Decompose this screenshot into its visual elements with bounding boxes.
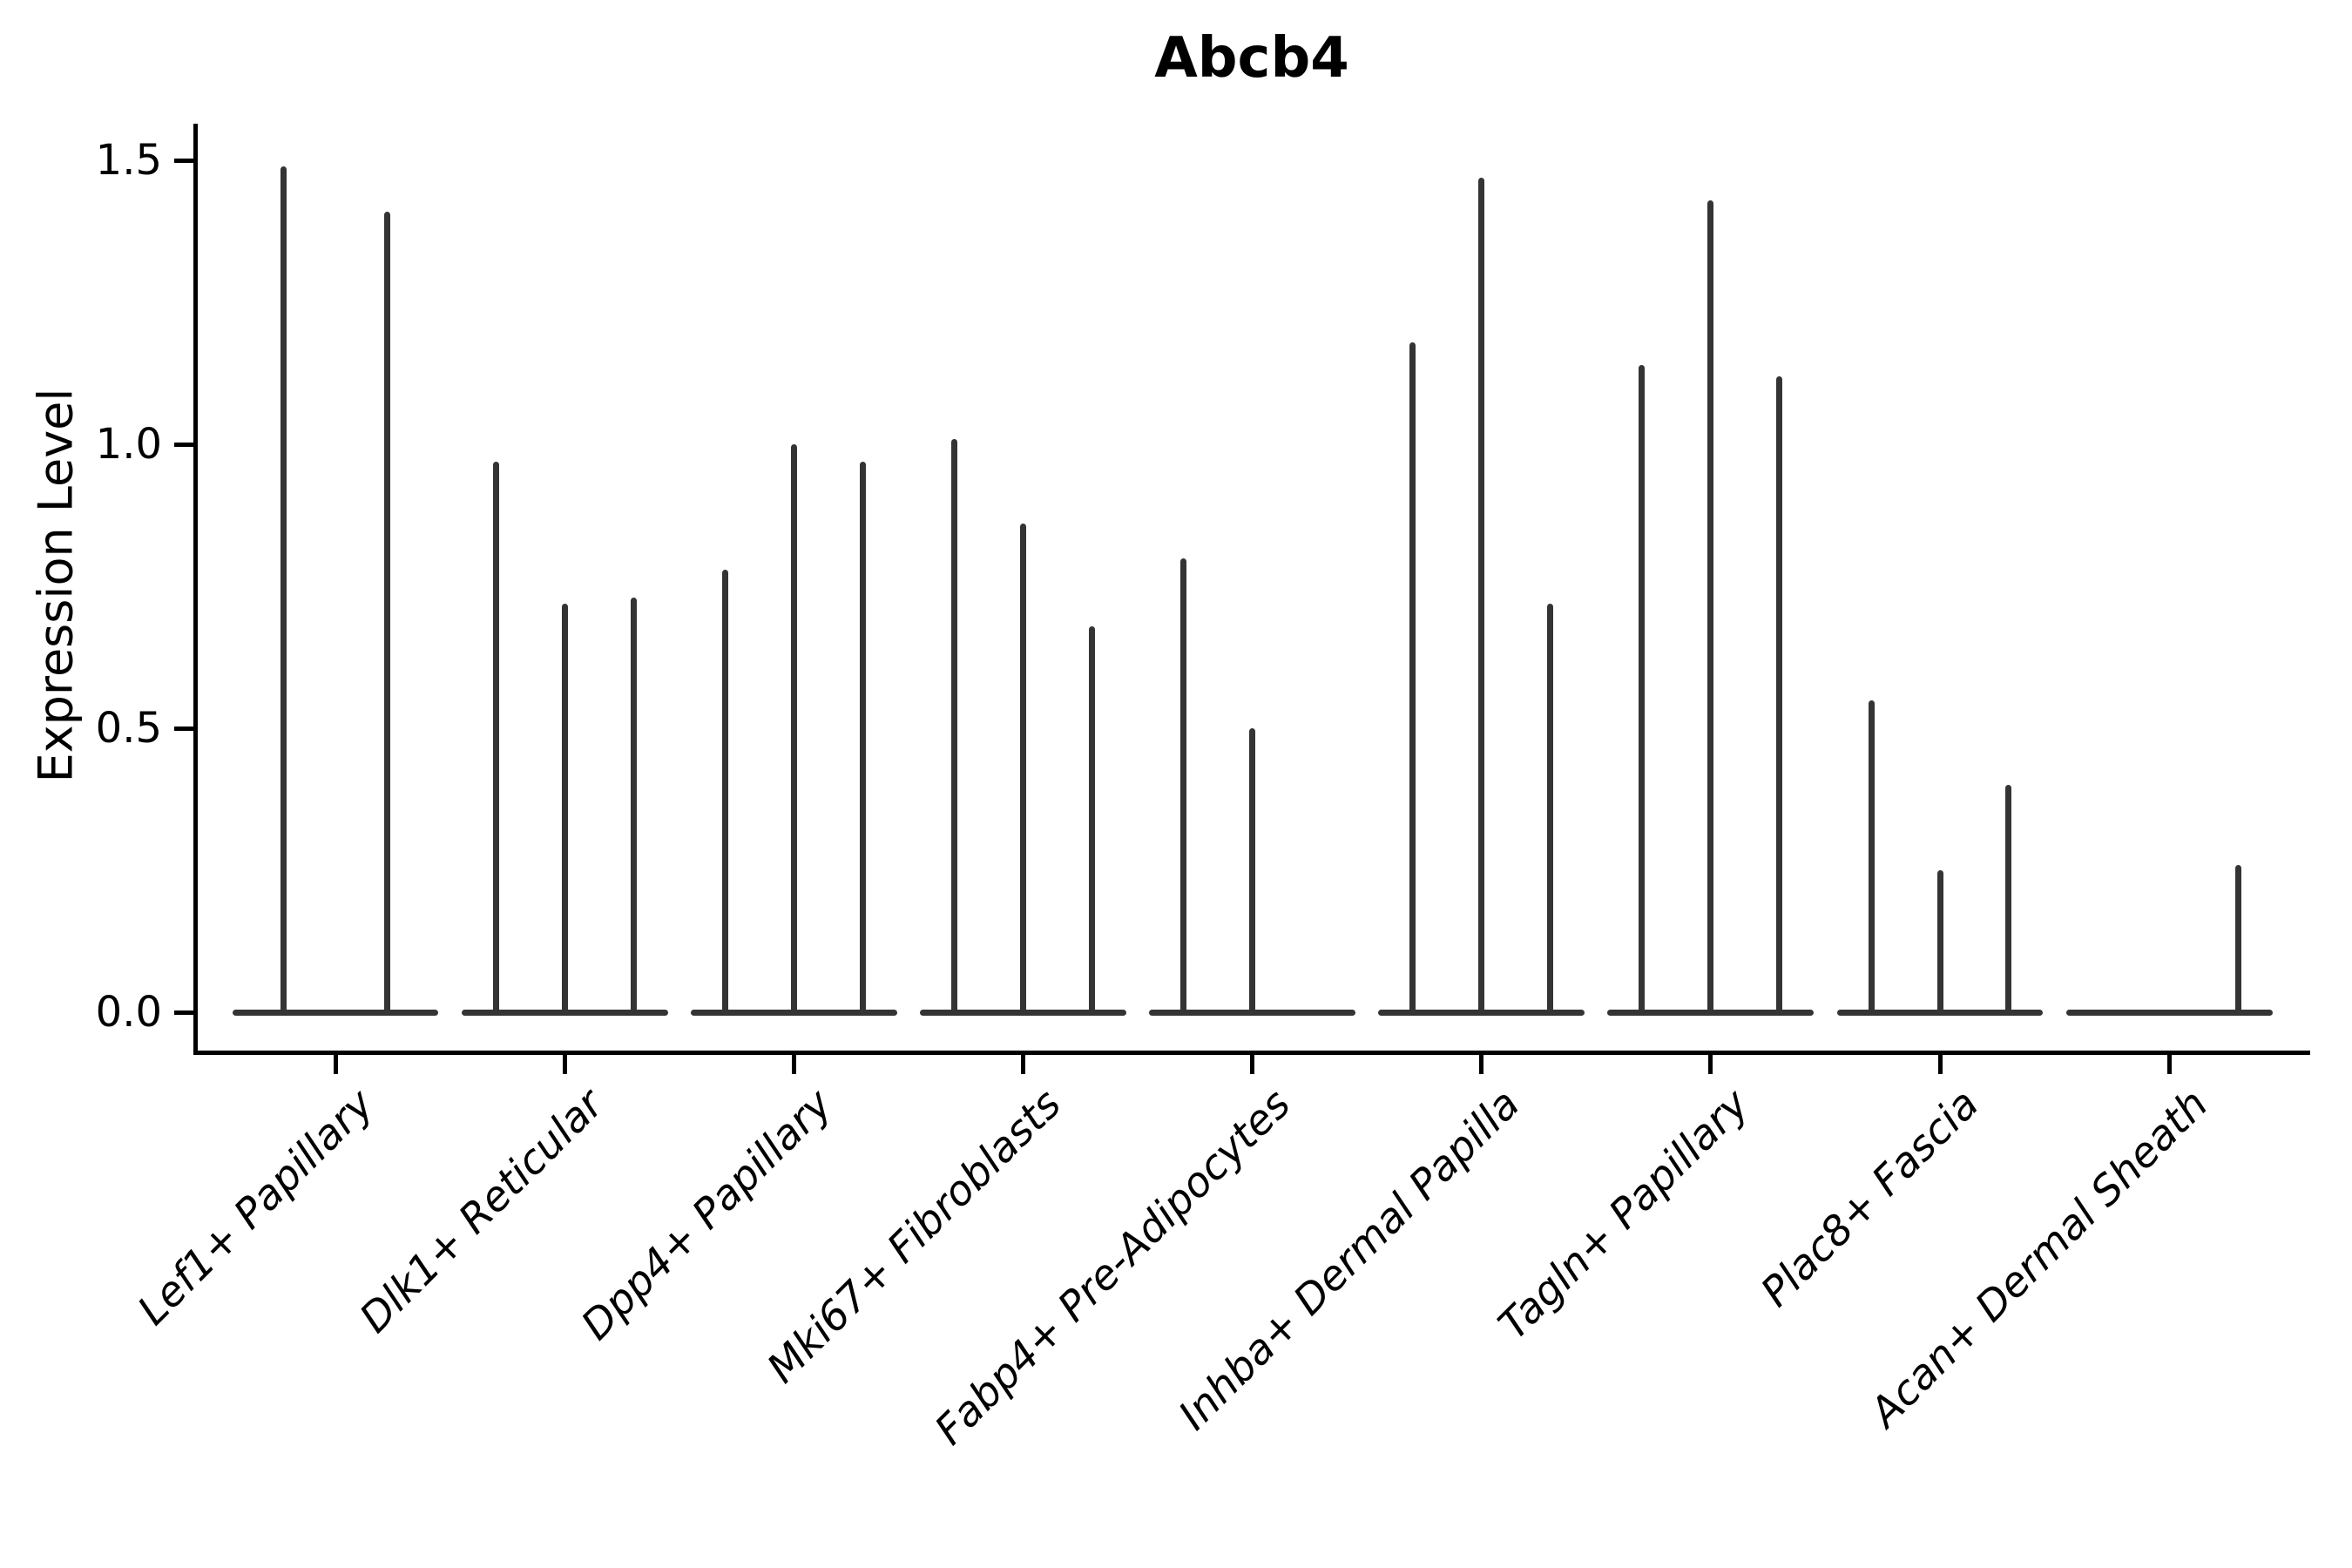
y-axis-spine <box>193 124 198 1055</box>
violin-spike <box>2234 864 2241 1016</box>
violin-spike <box>1019 524 1026 1016</box>
chart-title: Abcb4 <box>1154 26 1349 91</box>
x-tick-mark <box>791 1055 796 1074</box>
x-tick-mark <box>1250 1055 1255 1074</box>
x-tick-label: Dpp4+ Papillary <box>572 1080 842 1350</box>
violin-spike <box>1547 603 1554 1016</box>
x-tick-mark <box>1020 1055 1025 1074</box>
x-tick-mark <box>562 1055 567 1074</box>
y-tick-mark <box>174 726 193 731</box>
x-tick-label: Lef1+ Papillary <box>128 1080 383 1335</box>
violin-spike <box>630 598 637 1016</box>
violin-spike <box>1707 199 1714 1016</box>
violin-spike <box>1936 870 1943 1016</box>
x-tick-label: Tagln+ Papillary <box>1490 1080 1759 1349</box>
violin-spike <box>2005 785 2012 1016</box>
x-tick-mark <box>1708 1055 1713 1074</box>
x-tick-mark <box>333 1055 338 1074</box>
y-tick-mark <box>174 1010 193 1015</box>
violin-spike <box>1868 700 1875 1016</box>
violin-spike <box>1249 728 1256 1016</box>
violin-spike <box>951 438 957 1016</box>
violin-spike <box>1478 177 1485 1016</box>
violin-spike <box>1180 558 1187 1016</box>
violin-spike <box>1409 341 1416 1016</box>
x-axis-spine <box>193 1051 2310 1055</box>
violin-spike <box>1776 375 1783 1016</box>
violin-spike <box>721 569 728 1016</box>
x-tick-label: Plac8+ Fascia <box>1751 1080 1988 1317</box>
violin-spike <box>492 461 499 1016</box>
x-tick-mark <box>1479 1055 1484 1074</box>
y-tick-mark <box>174 442 193 447</box>
y-tick-label: 0.5 <box>95 704 162 754</box>
violin-spike <box>859 461 866 1016</box>
violin-spike <box>1088 625 1095 1016</box>
x-tick-mark <box>1937 1055 1943 1074</box>
x-tick-mark <box>2166 1055 2172 1074</box>
violin-spike <box>280 166 287 1016</box>
violin-spike <box>383 211 390 1016</box>
violin-spike <box>1639 364 1646 1016</box>
y-tick-label: 1.0 <box>95 420 162 470</box>
violin-spike <box>790 444 797 1016</box>
y-tick-label: 0.0 <box>95 988 162 1037</box>
x-tick-label: Dlk1+ Reticular <box>350 1080 613 1342</box>
violin-spike <box>561 603 568 1016</box>
y-tick-label: 1.5 <box>95 136 162 186</box>
violin-baseline <box>232 1009 439 1016</box>
y-tick-mark <box>174 158 193 163</box>
violin-baseline <box>2065 1009 2273 1016</box>
